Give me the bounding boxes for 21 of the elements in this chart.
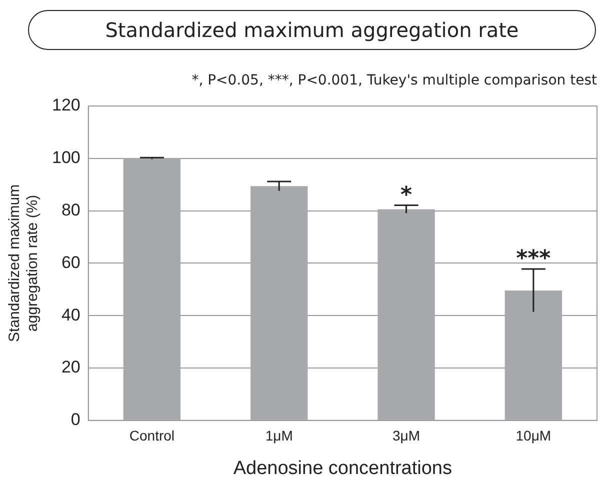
x-tick-label: 3μM [392,428,420,444]
annotation: *** [516,246,552,272]
chart-title: Standardized maximum aggregation rate [28,10,596,50]
y-tick-label: 100 [52,148,80,168]
y-tick-label: 60 [61,252,80,272]
y-tick-label: 80 [61,200,80,220]
bar [378,209,435,420]
y-axis-title: Standardized maximum aggregation rate (%) [6,184,42,342]
x-tick-label: Control [129,428,175,444]
text: *, P<0.05, ***, P<0.001, Tukey's multiple comparison test [192,72,598,89]
bar [504,290,562,420]
y-tick-label: 120 [52,96,80,115]
y-tick-label: 20 [61,358,80,377]
x-tick-label: 1μM [265,428,293,444]
bar [123,158,181,420]
y-tick-label: 0 [70,410,80,430]
x-tick-label: 10μM [516,428,552,444]
bar [250,186,308,420]
y-tick-label: 40 [61,305,80,324]
annotation: * [400,183,413,208]
x-axis-title: Adenosine concentrations [233,458,452,479]
